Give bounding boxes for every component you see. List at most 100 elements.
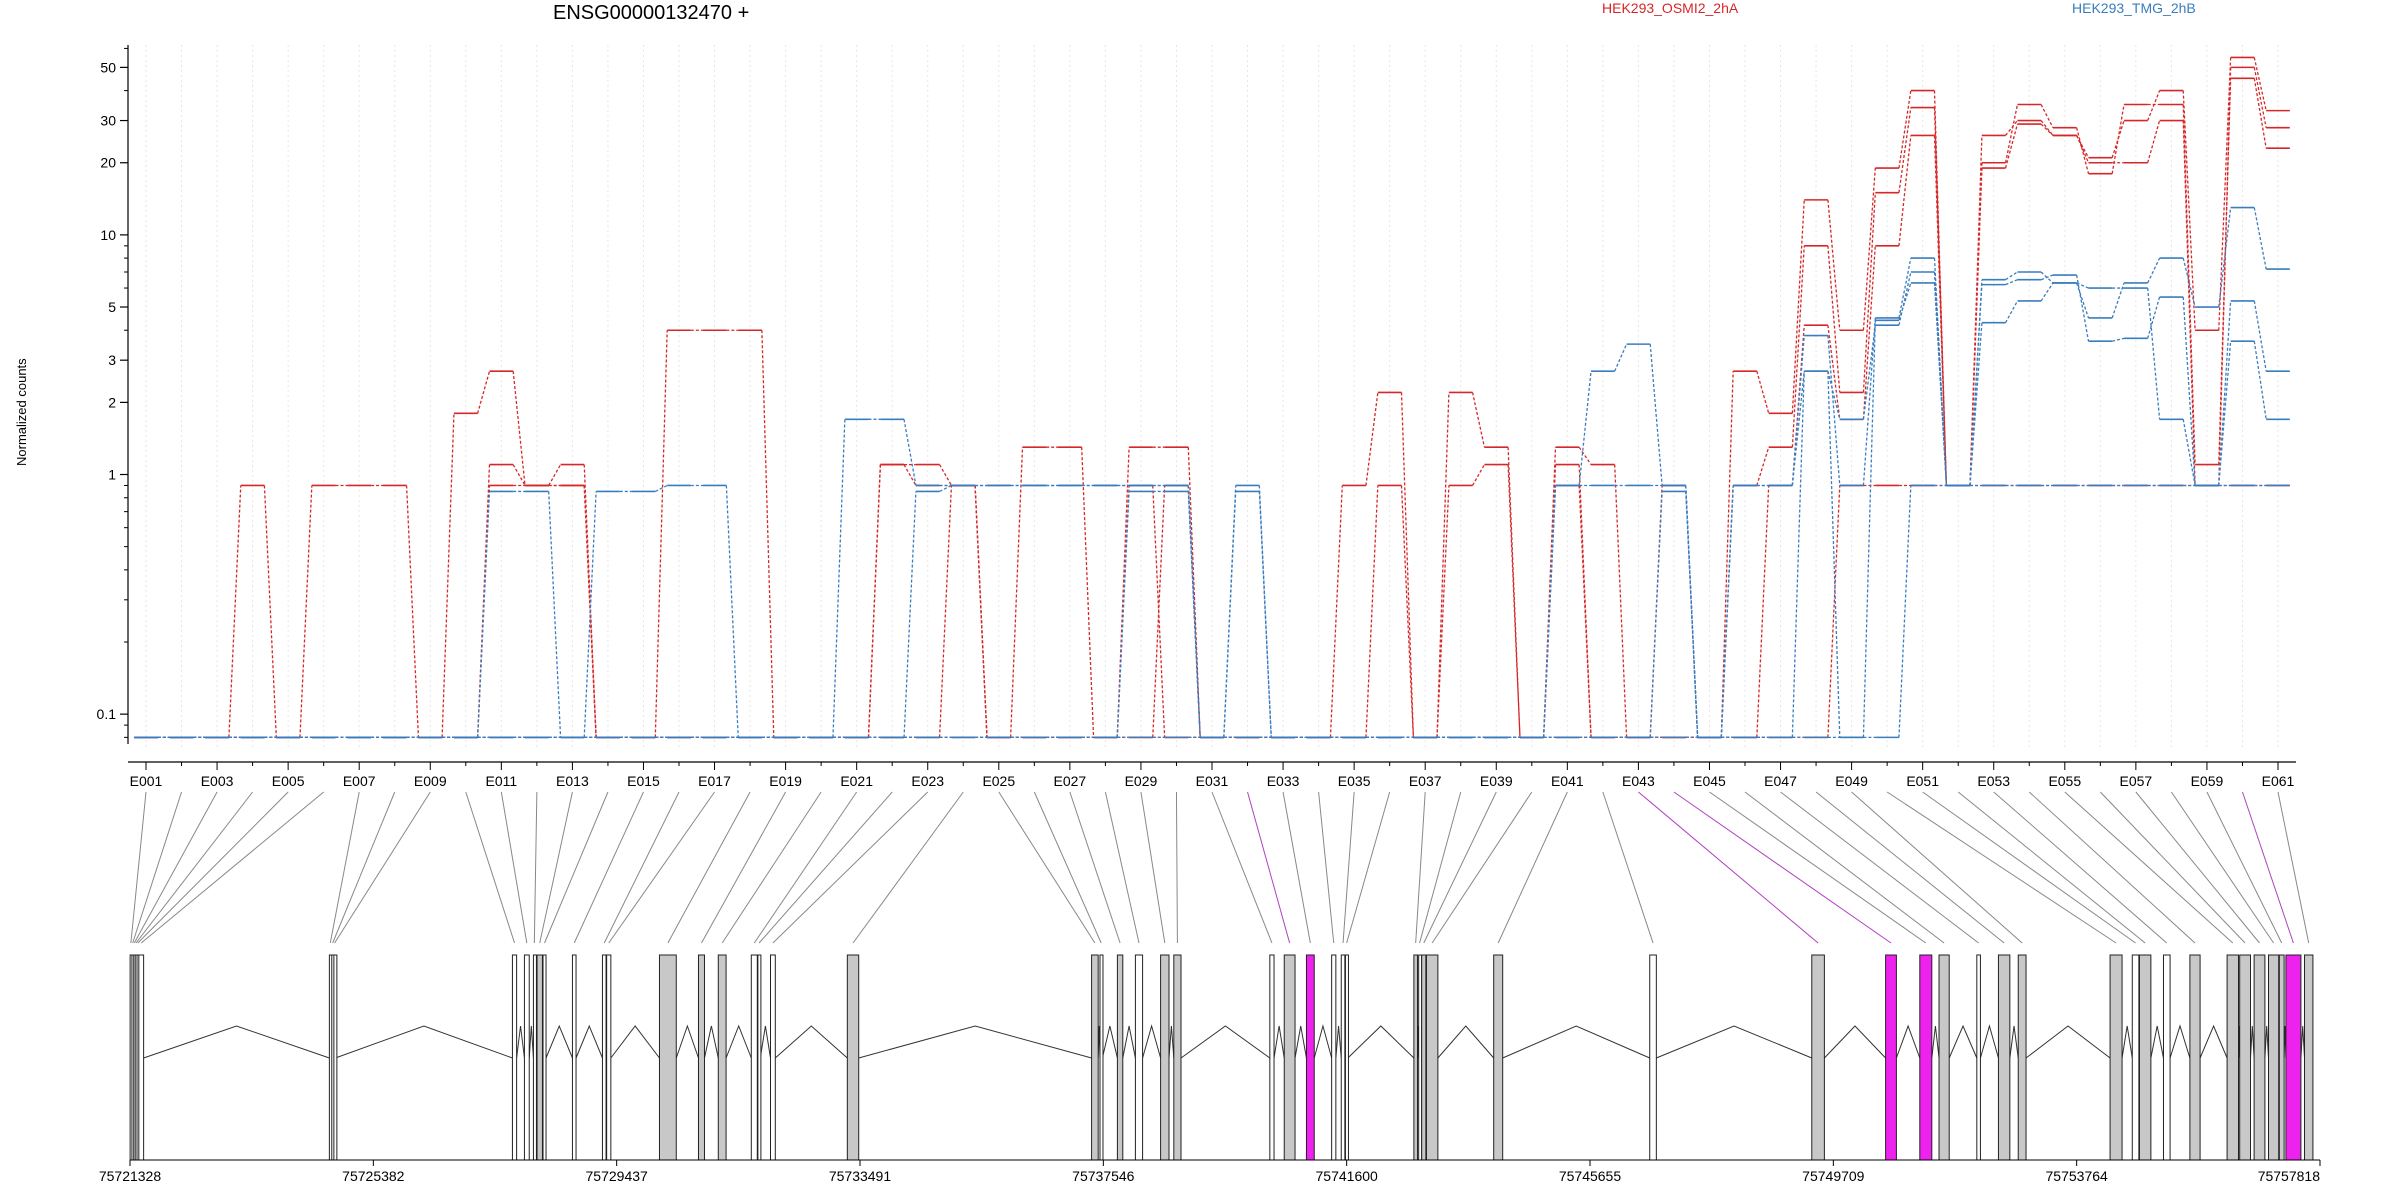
- exon-box: [2109, 954, 2123, 1161]
- coordinate-label: 75725382: [342, 1168, 405, 1184]
- exon-box: [1160, 954, 1170, 1161]
- exon-connector: [1709, 791, 1927, 944]
- intron-line: [575, 1024, 603, 1059]
- series-connector: [1116, 447, 1130, 738]
- exon-connector: [1342, 791, 1355, 944]
- x-tick-label: E019: [769, 773, 802, 789]
- series-connector: [228, 485, 242, 738]
- series-connector: [2040, 104, 2054, 129]
- series-connector: [1187, 491, 1201, 738]
- coordinate-label: 75753764: [2046, 1168, 2109, 1184]
- y-tick-label: 50: [100, 59, 116, 75]
- series-connector: [476, 491, 491, 738]
- x-tick-label: E003: [201, 773, 234, 789]
- exon-box: [1134, 954, 1144, 1161]
- exon-connector: [2028, 791, 2196, 944]
- intron-line: [725, 1024, 752, 1059]
- series-connector: [2075, 127, 2090, 174]
- series-connector: [1329, 485, 1343, 738]
- exon-connector: [2241, 791, 2294, 944]
- series-connector: [1827, 199, 1841, 331]
- series-connector: [938, 464, 953, 486]
- exon-connector: [130, 791, 147, 944]
- intron-line: [2009, 1025, 2019, 1059]
- intron-line: [1122, 1025, 1136, 1059]
- intron-line: [675, 1024, 699, 1059]
- series-connector: [2182, 90, 2196, 331]
- series-connector: [1969, 322, 1983, 486]
- exon-connector: [135, 791, 253, 944]
- exon-box: [1344, 954, 1349, 1161]
- exon-connector: [1423, 791, 1497, 944]
- series-connector: [1720, 485, 1734, 738]
- series-connector: [2147, 287, 2161, 420]
- series-connector: [476, 370, 491, 414]
- series-connector: [1791, 371, 1805, 486]
- exon-connector: [334, 791, 431, 944]
- series-connector: [1116, 491, 1130, 738]
- exon-connector: [500, 791, 528, 944]
- exon-box: [2268, 954, 2280, 1161]
- intron-line: [335, 1025, 513, 1059]
- exon-connector: [1780, 791, 1979, 944]
- exon-connector: [772, 791, 929, 944]
- exon-box: [1173, 954, 1182, 1161]
- series-connector: [2005, 120, 2018, 136]
- series-connector: [1862, 325, 1876, 420]
- exon-box: [138, 954, 145, 1161]
- exon-box: [2226, 954, 2239, 1161]
- exon-connector: [1033, 791, 1102, 944]
- exon-box: [523, 954, 530, 1161]
- exon-box: [846, 954, 860, 1161]
- x-tick-label: E025: [982, 773, 1015, 789]
- series-connector: [1152, 485, 1166, 738]
- series-connector: [1258, 491, 1272, 738]
- intron-line: [1335, 1025, 1342, 1059]
- exon-connector: [1602, 791, 1654, 944]
- y-tick-label: 30: [100, 113, 116, 129]
- exon-box: [1269, 954, 1275, 1161]
- series-connector: [1898, 135, 1912, 246]
- intron-line: [774, 1025, 848, 1059]
- intron-line: [1824, 1025, 1886, 1059]
- exon-box: [2017, 954, 2027, 1161]
- series-connector: [1862, 245, 1876, 420]
- series-connector: [1542, 485, 1557, 738]
- exon-connector: [2170, 791, 2275, 944]
- exon-box: [571, 954, 577, 1161]
- series-connector: [2253, 300, 2267, 372]
- series-connector: [1365, 485, 1379, 738]
- series-connector: [2040, 271, 2054, 284]
- series-connector: [1933, 258, 1948, 486]
- series-connector: [1862, 317, 1876, 486]
- x-tick-label: E017: [698, 773, 731, 789]
- exon-box: [697, 954, 705, 1161]
- series-connector: [1756, 485, 1770, 738]
- exon-connector: [1922, 791, 2136, 944]
- intron-line: [1313, 1024, 1333, 1059]
- series-connector: [1081, 447, 1095, 738]
- x-tick-label: E053: [1977, 773, 2010, 789]
- series-connector: [867, 464, 882, 738]
- exon-connector: [137, 791, 289, 944]
- exon-connector: [1346, 791, 1391, 944]
- series-connector: [1365, 392, 1379, 486]
- exon-connector: [852, 791, 964, 944]
- intron-line: [1347, 1025, 1415, 1059]
- exon-box: [769, 954, 776, 1161]
- series-connector: [1578, 371, 1592, 486]
- exon-connector: [1851, 791, 2023, 944]
- exon-connector: [573, 791, 644, 944]
- series-connector: [2040, 123, 2054, 136]
- series-connector: [1827, 245, 1841, 393]
- series-connector: [2040, 282, 2054, 302]
- exon-connector: [465, 791, 516, 944]
- exon-box: [1421, 954, 1427, 1161]
- exon-connector: [998, 791, 1096, 944]
- exon-box: [1938, 954, 1950, 1161]
- x-tick-label: E015: [627, 773, 660, 789]
- series-connector: [2004, 300, 2019, 324]
- exon-connector: [533, 791, 538, 944]
- series-connector: [2112, 337, 2125, 342]
